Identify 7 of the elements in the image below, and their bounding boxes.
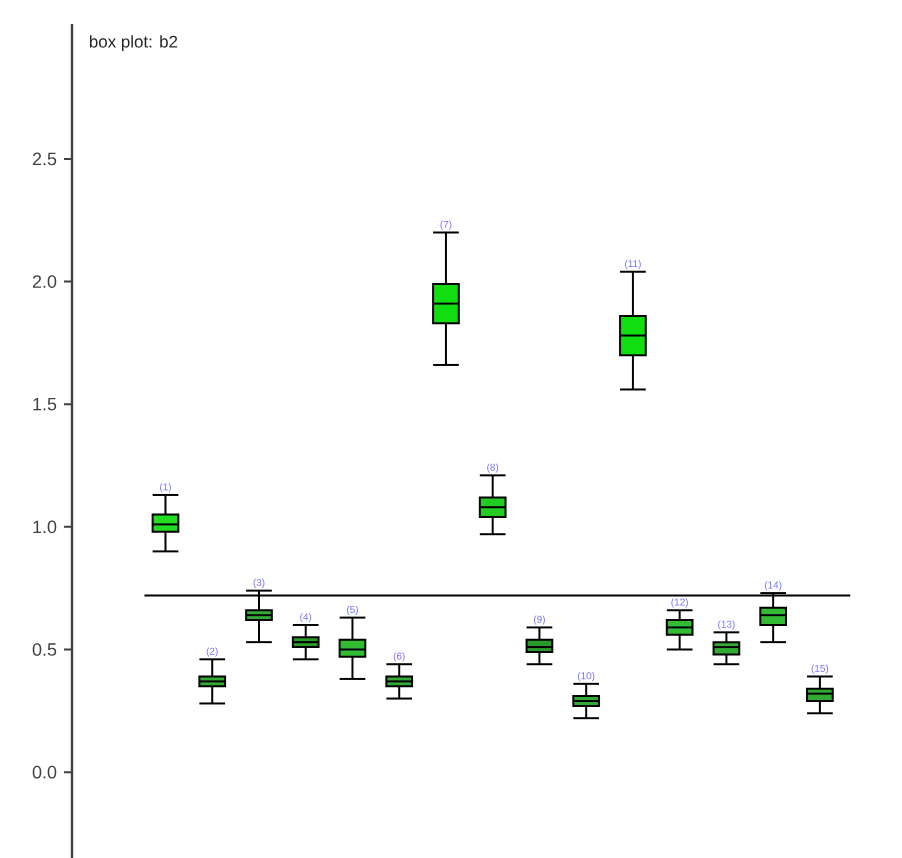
text: box plot: b2 bbox=[89, 35, 178, 51]
y-tick-label: 0.0 bbox=[32, 765, 57, 779]
y-tick-label: 1.0 bbox=[33, 520, 57, 534]
y-tick-label: 0.5 bbox=[32, 643, 57, 656]
y-tick-label: 2.0 bbox=[32, 275, 57, 288]
y-tick-label: 2.5 bbox=[32, 152, 57, 166]
y-tick-label: 1.5 bbox=[33, 397, 57, 411]
